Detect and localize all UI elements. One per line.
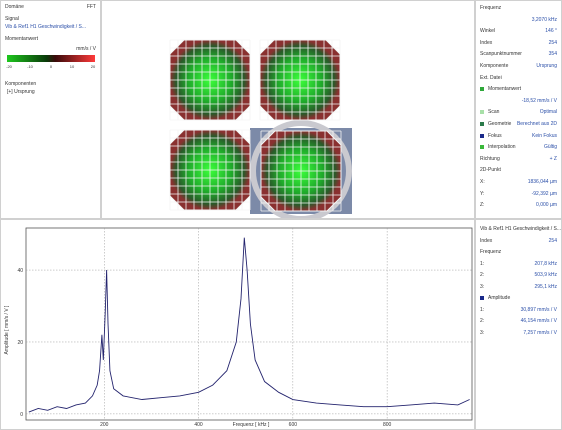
chart: Amplitude [ mm/s / V ] Frequenz [ kHz ] …	[1, 220, 474, 429]
row-label: Fokus	[488, 133, 502, 139]
colorbar-tick-label: 20	[91, 64, 96, 69]
colorbar-gradient	[7, 55, 95, 62]
row-label: 2:	[480, 318, 484, 324]
x-axis-label: Frequenz [ kHz ]	[233, 422, 270, 428]
status-marker	[480, 134, 484, 138]
row-value: -92,392 µm	[532, 191, 557, 197]
colorbar-tick-label: -20	[6, 64, 13, 69]
x-tick-label: 800	[383, 422, 392, 428]
row-value: 1836,044 µm	[528, 179, 557, 185]
chart-pane: Amplitude [ mm/s / V ] Frequenz [ kHz ] …	[0, 219, 475, 430]
status-marker	[480, 122, 484, 126]
row-label: X:	[480, 179, 485, 185]
row-value: -18,52 mm/s / V	[522, 98, 557, 104]
row-value: + Z	[550, 156, 557, 162]
colorbar: -20 -10 0 10 20	[1, 53, 101, 73]
row-value: 7,257 mm/s / V	[523, 330, 557, 336]
components-label: Komponenten	[5, 81, 36, 87]
y-tick-label: 20	[17, 340, 23, 346]
row-label: Scanpunktnummer	[480, 51, 522, 57]
row-value: Ursprung	[536, 63, 557, 69]
row-value: 295,1 kHz	[534, 284, 557, 290]
row-value: 503,9 kHz	[534, 272, 557, 278]
row-value: 207,8 kHz	[534, 261, 557, 267]
plot-area	[26, 228, 472, 420]
row-label: Index	[480, 238, 492, 244]
domain-value[interactable]: FFT	[87, 4, 96, 10]
row-label: Amplitude	[488, 295, 510, 301]
row-value: Gültig	[544, 144, 557, 150]
domain-label: Domäne	[5, 4, 24, 10]
row-label: Interpolation	[488, 144, 516, 150]
row-label: Vib & Ref1 H1 Geschwindigkeit / S...	[480, 226, 561, 232]
row-value: 254	[549, 238, 557, 244]
row-value: Kein Fokus	[532, 133, 557, 139]
row-label: 1:	[480, 307, 484, 313]
scan-image	[102, 1, 475, 219]
left-panel: Domäne FFT Signal Vib & Ref1 H1 Geschwin…	[0, 0, 101, 219]
colorbar-tick-label: 0	[50, 64, 53, 69]
y-tick-label: 0	[20, 412, 23, 418]
row-value: Optimal	[540, 109, 557, 115]
row-label: Frequenz	[480, 5, 501, 11]
colorbar-tick-label: 10	[70, 64, 75, 69]
row-value: 30,897 mm/s / V	[521, 307, 557, 313]
info-panel: Frequenz 3,2070 kHz Winkel 146 ° Index 254 Sca…	[475, 0, 562, 219]
signal-value[interactable]: Vib & Ref1 H1 Geschwindigkeit / S...	[5, 24, 86, 30]
row-label: Z:	[480, 202, 484, 208]
y-tick-label: 40	[17, 268, 23, 274]
x-tick-label: 200	[100, 422, 109, 428]
y-axis-label: Amplitude [ mm/s / V ]	[4, 305, 10, 355]
row-label: Index	[480, 40, 492, 46]
row-value: 146 °	[545, 28, 557, 34]
row-label: 1:	[480, 261, 484, 267]
row-label: Komponente	[480, 63, 508, 69]
status-marker	[480, 110, 484, 114]
row-value: 3,2070 kHz	[532, 17, 557, 23]
unit: mm/s / V	[76, 46, 96, 52]
row-label: Richtung	[480, 156, 500, 162]
signal-label: Signal	[5, 16, 19, 22]
status-marker	[480, 87, 484, 91]
component-item[interactable]: [+] Ursprung	[7, 89, 35, 95]
row-label: Momentanwert	[488, 86, 521, 92]
colorbar-tick-label: -10	[27, 64, 34, 69]
value-label: Momentanwert	[5, 36, 38, 42]
row-value: 0,000 µm	[536, 202, 557, 208]
status-marker	[480, 145, 484, 149]
row-label: Geometrie	[488, 121, 511, 127]
row-label: 3:	[480, 284, 484, 290]
row-label: 2D-Punkt	[480, 167, 501, 173]
row-label: 3:	[480, 330, 484, 336]
row-value: 46,154 mm/s / V	[521, 318, 557, 324]
status-marker	[480, 296, 484, 300]
scan-view	[101, 0, 475, 219]
row-label: Winkel	[480, 28, 495, 34]
row-label: Frequenz	[480, 249, 501, 255]
cursor-panel: Vib & Ref1 H1 Geschwindigkeit / S... Inde…	[475, 219, 562, 430]
row-label: Y:	[480, 191, 484, 197]
row-value: 354	[549, 51, 557, 57]
row-value: 254	[549, 40, 557, 46]
app-window: Domäne FFT Signal Vib & Ref1 H1 Geschwin…	[0, 0, 562, 430]
row-label: Scan	[488, 109, 499, 115]
row-label: 2:	[480, 272, 484, 278]
row-label: Ext. Datei	[480, 75, 502, 81]
row-value: Berechnet aus 2D	[517, 121, 557, 127]
x-tick-label: 600	[289, 422, 298, 428]
x-tick-label: 400	[194, 422, 203, 428]
